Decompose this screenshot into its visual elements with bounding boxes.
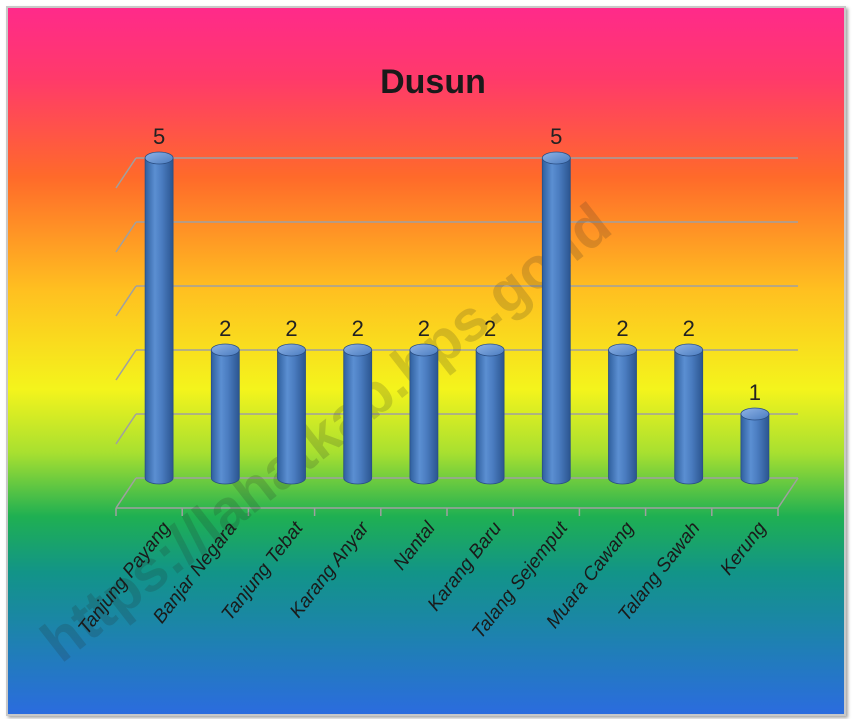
bar-body xyxy=(541,157,571,485)
bar xyxy=(541,151,571,485)
bars xyxy=(144,151,770,485)
value-label: 5 xyxy=(550,124,562,149)
floor-edge-right xyxy=(777,477,799,509)
bar xyxy=(210,343,240,485)
bar-body xyxy=(343,349,373,485)
bar xyxy=(343,343,373,485)
bar-cap xyxy=(210,343,240,357)
bar-body xyxy=(210,349,240,485)
bar xyxy=(409,343,439,485)
gridline-wall xyxy=(115,349,137,381)
gridline-wall xyxy=(115,285,137,317)
gridline-wall xyxy=(115,157,137,189)
bar-body xyxy=(740,413,770,485)
gridline-wall xyxy=(115,413,137,445)
bar-body xyxy=(144,157,174,485)
bar-body xyxy=(608,349,637,485)
value-label: 2 xyxy=(352,316,364,341)
bar xyxy=(674,343,704,485)
chart-canvas: https://lahatkab.bps.go.id 52 2 2 2 252 21 Ta… xyxy=(8,8,844,714)
bar xyxy=(144,151,174,485)
bar-cap xyxy=(740,407,770,421)
bar-cap xyxy=(674,343,704,357)
bar xyxy=(475,343,505,485)
value-label: 5 xyxy=(153,124,165,149)
bar-body xyxy=(674,349,704,485)
bar xyxy=(608,343,637,485)
bar-cap xyxy=(475,343,505,357)
bar-cap xyxy=(608,343,637,357)
bar-cap xyxy=(343,343,373,357)
bar-cap xyxy=(144,151,174,165)
value-label: 2 xyxy=(616,316,628,341)
bar-cap xyxy=(277,343,306,357)
value-label: 2 xyxy=(219,316,231,341)
value-label: 2 xyxy=(484,316,496,341)
bar-body xyxy=(475,349,505,485)
gridline-wall xyxy=(115,477,137,509)
bar-cap xyxy=(541,151,571,165)
bar xyxy=(740,407,770,485)
value-label: 2 xyxy=(418,316,430,341)
bar-cap xyxy=(409,343,439,357)
grid-lines xyxy=(115,157,799,516)
value-label: 2 xyxy=(683,316,695,341)
value-labels: 5 2 2 2 2 2 5 2 2 1 xyxy=(153,124,761,405)
value-label: 2 xyxy=(285,316,297,341)
bar xyxy=(277,343,306,485)
value-label: 1 xyxy=(749,380,761,405)
bar-body xyxy=(277,349,306,485)
chart-title: Dusun xyxy=(380,63,486,101)
bar-body xyxy=(409,349,439,485)
gridline-wall xyxy=(115,221,137,253)
